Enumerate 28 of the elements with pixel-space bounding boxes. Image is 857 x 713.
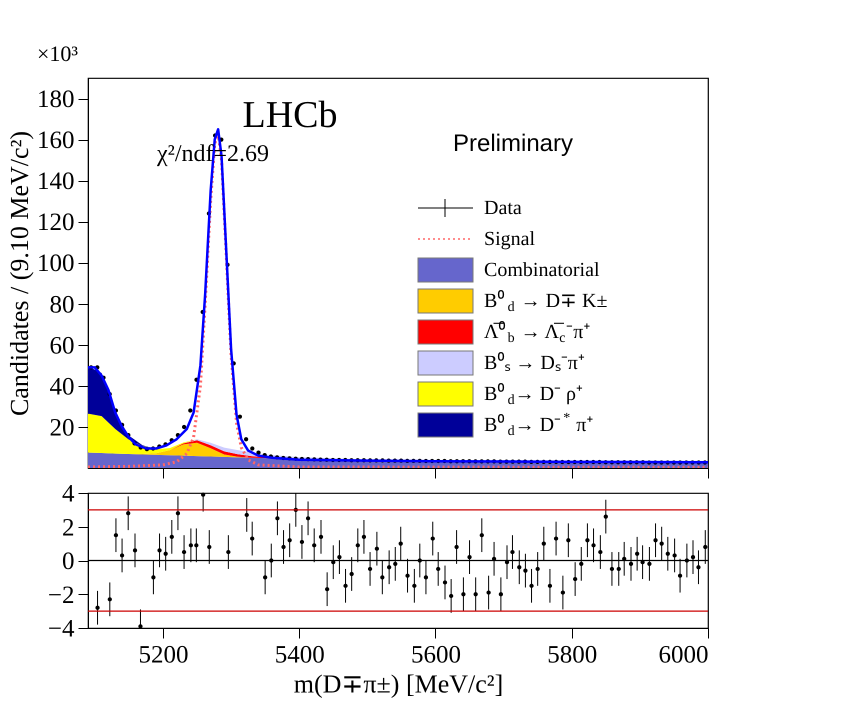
y-tick-label: 40 [50,373,74,400]
x-tick-label: 5800 [547,642,598,668]
y-tick-label: 0 [62,548,74,575]
x-axis-title: m(D∓π±) [MeV/c²] [294,670,504,698]
annotation: Preliminary [452,130,574,157]
y-tick-label: −2 [48,582,74,609]
x-tick-label: 5400 [274,642,325,668]
y-tick-label: 20 [50,414,74,442]
y-tick-label: 2 [62,514,74,542]
x-tick-label: 5200 [138,642,188,668]
y-tick-label: 180 [37,86,74,114]
x-tick-label: 6000 [658,642,708,668]
y-tick-label: 160 [37,127,74,154]
legend-label: Data [484,197,522,219]
text: ×10³ [36,41,78,66]
y-tick-label: 4 [62,480,75,508]
y-tick-label: 120 [37,209,74,236]
y-tick-label: −4 [48,616,75,642]
x-tick-label: 5600 [410,642,461,668]
legend-label: Combinatorial [484,259,600,281]
legend-label: B⁰ₛ → Dₛ⁻π⁺ [484,351,585,374]
y-tick-label: 60 [50,332,74,360]
y-tick-label: 140 [37,168,74,196]
y-axis-title: Candidates / (9.10 MeV/c²) [5,130,34,416]
y-tick-label: 80 [50,291,74,318]
annotation: LHCb [242,94,338,136]
y-tick-label: 100 [37,250,74,278]
legend-label: Signal [484,228,536,250]
